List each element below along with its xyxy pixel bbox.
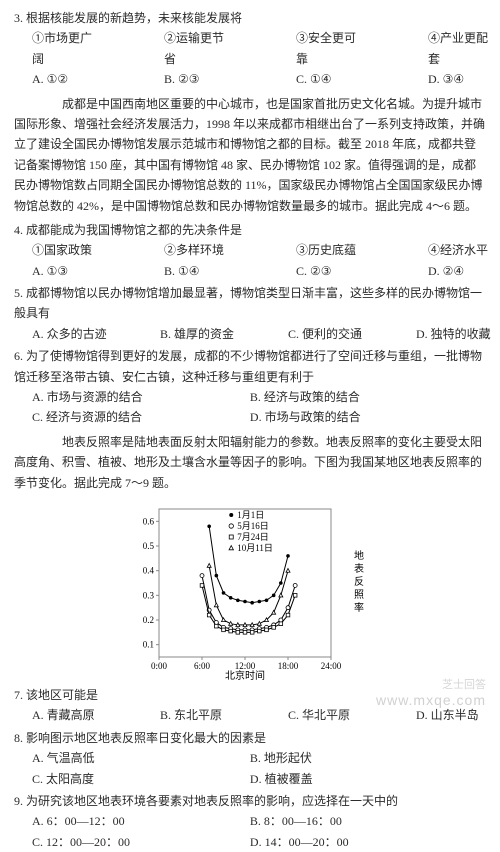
q3-options: A. ①② B. ②③ C. ①④ D. ③④ [14,69,486,89]
q3-item-2: ②运输更节省 [164,28,234,69]
q3-item-1: ①市场更广阔 [32,28,102,69]
q3-items: ①市场更广阔 ②运输更节省 ③安全更可靠 ④产业更配套 [14,28,486,69]
q7-opt-b: B. 东北平原 [160,705,252,725]
q9-stem: 9. 为研究该地区地表环境各要素对地表反照率的影响，应选择在一天中的 [14,791,486,811]
q4-item-4: ④经济水平 [428,240,498,260]
q4-stem: 4. 成都能成为我国博物馆之都的先决条件是 [14,220,486,240]
q4-opt-c: C. ②③ [296,261,366,281]
svg-text:照: 照 [354,589,364,601]
svg-text:1月1日: 1月1日 [237,510,264,520]
q3-opt-d: D. ③④ [428,69,498,89]
svg-text:7月24日: 7月24日 [237,532,269,542]
q8-stem: 8. 影响图示地区地表反照率日变化最大的因素是 [14,728,486,748]
q4-item-3: ③历史底蕴 [296,240,366,260]
q6-opt-c: C. 经济与资源的结合 [32,407,250,427]
svg-text:0:00: 0:00 [151,661,168,671]
q4-item-1: ①国家政策 [32,240,102,260]
svg-text:北京时间: 北京时间 [225,669,265,681]
q6-opt-d: D. 市场与政策的结合 [250,407,468,427]
svg-text:表: 表 [354,562,364,575]
svg-text:5月16日: 5月16日 [237,521,269,531]
svg-text:0.3: 0.3 [143,590,155,600]
svg-text:率: 率 [354,601,364,614]
q5-options: A. 众多的古迹 B. 雄厚的资金 C. 便利的交通 D. 独特的收藏 [14,324,486,344]
albedo-svg: 0.1 0.2 0.3 0.4 0.5 0.6 0:00 6:00 12:00 18:00 24:0… [125,501,375,681]
svg-text:12:00: 12:00 [235,661,256,671]
svg-text:反: 反 [354,576,364,588]
svg-text:0.4: 0.4 [143,566,155,576]
q4-items: ①国家政策 ②多样环境 ③历史底蕴 ④经济水平 [14,240,486,260]
q3-item-4: ④产业更配套 [428,28,498,69]
q4-opt-d: D. ②④ [428,261,498,281]
q8-opt-d: D. 植被覆盖 [250,769,468,789]
svg-text:0.2: 0.2 [143,615,154,625]
watermark-site: www.mxqe.com [376,689,486,713]
svg-text:0.1: 0.1 [143,640,154,650]
svg-text:24:00: 24:00 [321,661,342,671]
albedo-chart: 0.1 0.2 0.3 0.4 0.5 0.6 0:00 6:00 12:00 18:00 24:0… [125,501,375,681]
q3-opt-c: C. ①④ [296,69,366,89]
svg-text:6:00: 6:00 [194,661,211,671]
q5-stem: 5. 成都博物馆以民办博物馆增加最显著，博物馆类型日渐丰富，这些多样的民办博物馆… [14,283,486,324]
q6-opt-b: B. 经济与政策的结合 [250,387,468,407]
q9-opt-a: A. 6：00—12：00 [32,811,250,831]
q3-opt-b: B. ②③ [164,69,234,89]
q8-opt-c: C. 太阳高度 [32,769,250,789]
q9-options: A. 6：00—12：00 B. 8：00—16：00 C. 12：00—20：… [14,811,486,852]
q4-opt-b: B. ①④ [164,261,234,281]
albedo-chart-container: 0.1 0.2 0.3 0.4 0.5 0.6 0:00 6:00 12:00 18:00 24:0… [14,501,486,681]
q7-opt-c: C. 华北平原 [288,705,380,725]
q6-opt-a: A. 市场与资源的结合 [32,387,250,407]
svg-text:18:00: 18:00 [278,661,299,671]
passage-2: 地表反照率是陆地表面反射太阳辐射能力的参数。地表反照率的变化主要受太阳高度角、积… [14,432,486,493]
svg-text:10月11日: 10月11日 [237,543,273,553]
q9-opt-d: D. 14：00—20：00 [250,832,468,852]
svg-text:0.6: 0.6 [143,516,155,526]
q5-opt-c: C. 便利的交通 [288,324,380,344]
q3-opt-a: A. ①② [32,69,102,89]
svg-text:0.5: 0.5 [143,541,155,551]
q5-opt-a: A. 众多的古迹 [32,324,124,344]
q9-opt-c: C. 12：00—20：00 [32,832,250,852]
q4-item-2: ②多样环境 [164,240,234,260]
q3-stem: 3. 根据核能发展的新趋势，未来核能发展将 [14,8,486,28]
q3-item-3: ③安全更可靠 [296,28,366,69]
passage-1: 成都是中国西南地区重要的中心城市，也是国家首批历史文化名城。为提升城市国际形象、… [14,94,486,216]
q8-opt-b: B. 地形起伏 [250,748,468,768]
q9-opt-b: B. 8：00—16：00 [250,811,468,831]
q8-opt-a: A. 气温高低 [32,748,250,768]
q5-opt-d: D. 独特的收藏 [416,324,500,344]
svg-text:地: 地 [354,549,364,562]
q6-stem: 6. 为了使博物馆得到更好的发展，成都的不少博物馆都进行了空间迁移与重组，一批博… [14,346,486,387]
q4-options: A. ①③ B. ①④ C. ②③ D. ②④ [14,261,486,281]
q8-options: A. 气温高低 B. 地形起伏 C. 太阳高度 D. 植被覆盖 [14,748,486,789]
q5-opt-b: B. 雄厚的资金 [160,324,252,344]
q6-options: A. 市场与资源的结合 B. 经济与政策的结合 C. 经济与资源的结合 D. 市… [14,387,486,428]
q4-opt-a: A. ①③ [32,261,102,281]
q7-opt-a: A. 青藏高原 [32,705,124,725]
